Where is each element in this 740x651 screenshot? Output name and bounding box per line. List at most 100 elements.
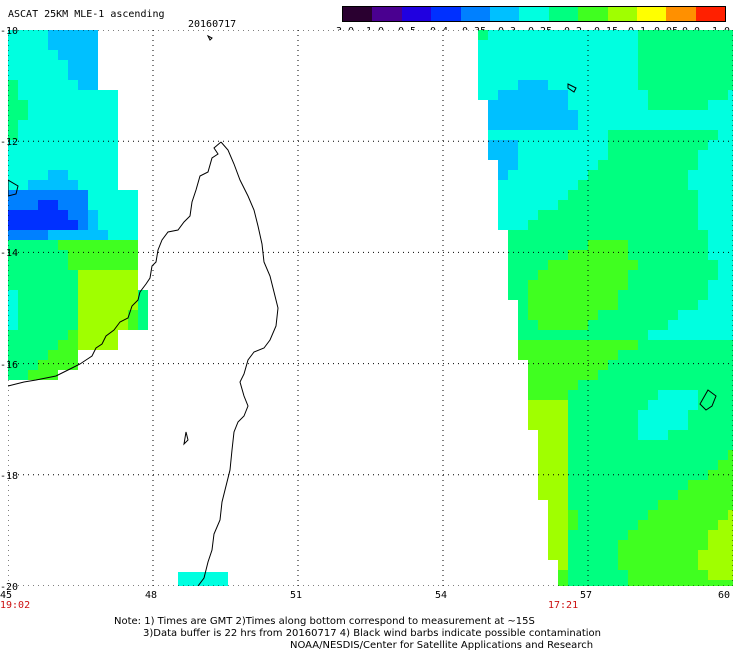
swath-pixel — [658, 350, 668, 360]
swath-pixel — [718, 370, 728, 380]
swath-pixel — [698, 120, 708, 130]
swath-pixel — [678, 380, 688, 390]
swath-pixel — [578, 50, 588, 60]
swath-pixel — [608, 80, 618, 90]
swath-pixel — [638, 150, 648, 160]
swath-pixel — [548, 370, 558, 380]
swath-pixel — [658, 530, 668, 540]
swath-pixel — [18, 320, 28, 330]
swath-pixel — [548, 140, 558, 150]
swath-pixel — [708, 350, 718, 360]
swath-pixel — [718, 60, 728, 70]
lat-tick-label: -14 — [0, 248, 19, 260]
swath-pixel — [88, 140, 98, 150]
swath-pixel — [78, 50, 88, 60]
swath-pixel — [18, 120, 28, 130]
swath-pixel — [128, 280, 138, 290]
swath-pixel — [558, 310, 568, 320]
swath-pixel — [668, 40, 678, 50]
swath-pixel — [678, 440, 688, 450]
swath-pixel — [588, 350, 598, 360]
swath-pixel — [508, 290, 518, 300]
swath-pixel — [678, 170, 688, 180]
swath-pixel — [548, 350, 558, 360]
swath-pixel — [8, 170, 18, 180]
swath-pixel — [508, 90, 518, 100]
swath-pixel — [688, 500, 698, 510]
swath-pixel — [68, 360, 78, 370]
swath-pixel — [688, 550, 698, 560]
swath-pixel — [678, 410, 688, 420]
swath-pixel — [648, 200, 658, 210]
swath-pixel — [128, 190, 138, 200]
swath-pixel — [708, 330, 718, 340]
swath-pixel — [648, 100, 658, 110]
swath-pixel — [508, 180, 518, 190]
swath-pixel — [628, 160, 638, 170]
swath-pixel — [728, 410, 733, 420]
swath-pixel — [28, 290, 38, 300]
swath-pixel — [708, 300, 718, 310]
swath-pixel — [568, 60, 578, 70]
swath-pixel — [618, 480, 628, 490]
swath-pixel — [668, 520, 678, 530]
swath-pixel — [528, 390, 538, 400]
swath-pixel — [528, 280, 538, 290]
swath-pixel — [618, 510, 628, 520]
swath-pixel — [558, 440, 568, 450]
swath-pixel — [558, 260, 568, 270]
swath-pixel — [718, 150, 728, 160]
swath-pixel — [528, 50, 538, 60]
swath-pixel — [18, 260, 28, 270]
swath-pixel — [48, 370, 58, 380]
swath-pixel — [98, 250, 108, 260]
swath-pixel — [88, 260, 98, 270]
swath-pixel — [568, 290, 578, 300]
swath-pixel — [628, 500, 638, 510]
swath-pixel — [638, 370, 648, 380]
swath-pixel — [698, 320, 708, 330]
swath-pixel — [708, 40, 718, 50]
swath-pixel — [618, 400, 628, 410]
swath-pixel — [88, 270, 98, 280]
swath-pixel — [198, 572, 208, 580]
swath-pixel — [718, 330, 728, 340]
swath-pixel — [558, 90, 568, 100]
swath-pixel — [98, 170, 108, 180]
swath-pixel — [88, 90, 98, 100]
swath-pixel — [588, 450, 598, 460]
swath-pixel — [638, 280, 648, 290]
swath-pixel — [618, 300, 628, 310]
swath-pixel — [8, 350, 18, 360]
colorbar-segment — [489, 7, 520, 21]
swath-pixel — [548, 200, 558, 210]
swath-pixel — [728, 370, 733, 380]
swath-pixel — [488, 90, 498, 100]
swath-pixel — [548, 260, 558, 270]
swath-pixel — [698, 270, 708, 280]
swath-pixel — [48, 50, 58, 60]
swath-pixel — [548, 230, 558, 240]
swath-pixel — [608, 320, 618, 330]
swath-pixel — [8, 80, 18, 90]
swath-pixel — [648, 340, 658, 350]
swath-pixel — [638, 60, 648, 70]
swath-pixel — [718, 90, 728, 100]
swath-pixel — [618, 60, 628, 70]
swath-pixel — [58, 160, 68, 170]
swath-pixel — [728, 440, 733, 450]
swath-pixel — [8, 160, 18, 170]
swath-pixel — [548, 160, 558, 170]
swath-pixel — [688, 360, 698, 370]
swath-pixel — [618, 140, 628, 150]
swath-pixel — [618, 530, 628, 540]
swath-pixel — [598, 110, 608, 120]
swath-pixel — [498, 60, 508, 70]
swath-pixel — [508, 100, 518, 110]
swath-pixel — [728, 550, 733, 560]
swath-pixel — [28, 70, 38, 80]
swath-pixel — [678, 30, 688, 40]
swath-pixel — [28, 60, 38, 70]
swath-pixel — [728, 530, 733, 540]
map-title: ASCAT 25KM MLE-1 ascending — [8, 9, 165, 20]
